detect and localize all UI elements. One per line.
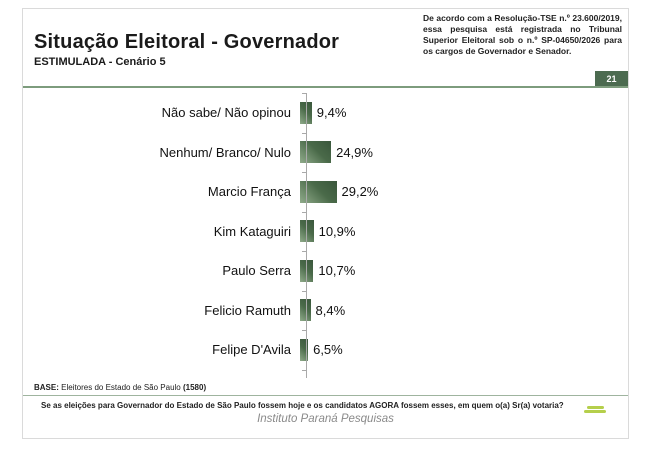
value-label: 8,4% [315, 302, 346, 318]
bar [300, 101, 312, 124]
header-divider [23, 86, 628, 88]
axis-tick [302, 172, 307, 173]
chart-row: Kim Kataguiri 10,9% [33, 212, 620, 252]
bar-area: 8,4% [300, 299, 346, 322]
base-count: (1580) [182, 383, 207, 392]
y-axis-line [306, 93, 307, 378]
chart-row: Paulo Serra 10,7% [33, 251, 620, 291]
value-label: 10,9% [318, 223, 356, 239]
axis-tick [302, 93, 307, 94]
bar [300, 299, 311, 322]
bar [300, 180, 337, 203]
bar-area: 9,4% [300, 101, 347, 124]
base-label: BASE: [34, 383, 59, 392]
page-number-badge: 21 [595, 71, 628, 86]
category-label: Paulo Serra [222, 263, 291, 279]
tse-disclaimer: De acordo com a Resolução-TSE n.º 23.600… [423, 13, 622, 56]
bar-area: 24,9% [300, 141, 373, 164]
base-text: Eleitores do Estado de São Paulo [58, 383, 183, 392]
institute-name: Instituto Paraná Pesquisas [257, 413, 394, 425]
bar-area: 10,7% [300, 259, 356, 282]
category-label: Felicio Ramuth [204, 302, 291, 318]
chart-row: Marcio França 29,2% [33, 172, 620, 212]
axis-tick [302, 330, 307, 331]
page-title: Situação Eleitoral - Governador [34, 31, 340, 53]
axis-tick [302, 290, 307, 292]
category-label: Felipe D'Avila [212, 342, 291, 358]
category-label: Não sabe/ Não opinou [161, 105, 291, 121]
axis-tick [302, 132, 307, 134]
axis-tick [302, 251, 307, 252]
category-label: Nenhum/ Branco/ Nulo [159, 144, 291, 160]
value-label: 6,5% [313, 342, 343, 358]
category-label: Kim Kataguiri [213, 223, 291, 239]
bar-area: 10,9% [300, 220, 356, 243]
value-label: 9,4% [316, 105, 347, 121]
value-label: 24,9% [336, 144, 373, 160]
base-row: BASE: Eleitores do Estado de São Paulo (… [34, 383, 206, 392]
chart-row: Não sabe/ Não opinou 9,4% [33, 93, 620, 133]
bar-area: 29,2% [300, 180, 379, 203]
chart-row: Felicio Ramuth 8,4% [33, 291, 620, 331]
value-label: 29,2% [341, 184, 379, 200]
footer-divider [23, 395, 628, 396]
chart-row: Nenhum/ Branco/ Nulo 24,9% [33, 133, 620, 173]
bar [300, 141, 332, 164]
bar [300, 338, 309, 361]
category-label: Marcio França [207, 184, 291, 200]
axis-tick [302, 211, 307, 213]
bar-area: 6,5% [300, 338, 343, 361]
page-subtitle: ESTIMULADA - Cenário 5 [34, 56, 166, 68]
bar-chart: Não sabe/ Não opinou 9,4% Nenhum/ Branco… [33, 93, 620, 381]
value-label: 10,7% [318, 263, 356, 279]
survey-question: Se as eleições para Governador do Estado… [41, 401, 564, 410]
parana-pesquisas-logo-icon [584, 406, 606, 413]
axis-tick [302, 369, 307, 371]
slide: Situação Eleitoral - Governador ESTIMULA… [22, 8, 629, 439]
chart-row: Felipe D'Avila 6,5% [33, 330, 620, 370]
title-block: Situação Eleitoral - Governador ESTIMULA… [34, 31, 414, 68]
